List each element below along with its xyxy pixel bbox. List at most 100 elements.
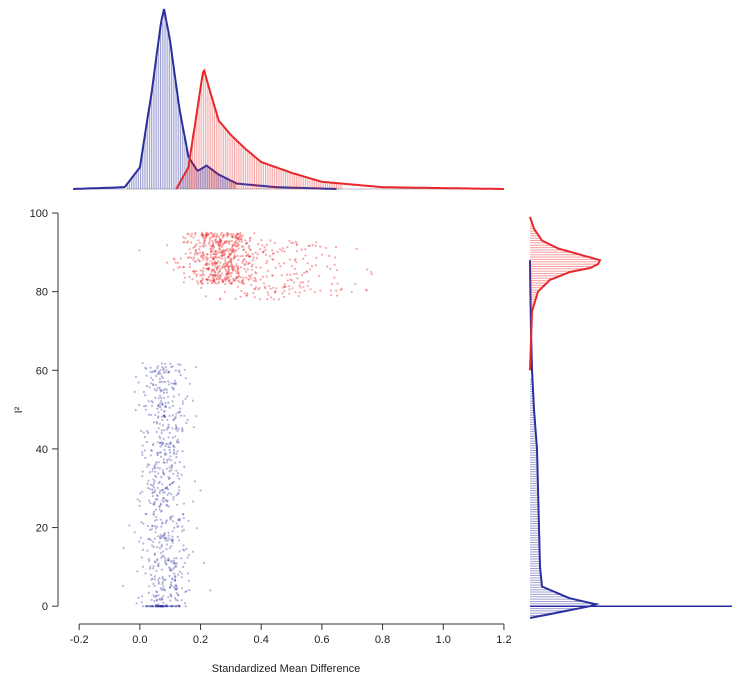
blue-point [156, 367, 159, 370]
red-point [234, 234, 237, 237]
red-point [188, 256, 191, 259]
blue-point [160, 443, 163, 447]
blue-point [154, 489, 157, 492]
blue-point [157, 605, 160, 608]
blue-point [159, 537, 162, 540]
blue-point [170, 539, 173, 542]
red-point [274, 290, 277, 293]
red-point [249, 237, 252, 240]
blue-point [155, 475, 158, 479]
blue-point [160, 605, 163, 608]
blue-point [154, 383, 157, 387]
blue-point [155, 430, 158, 434]
red-point [244, 251, 247, 254]
blue-point [156, 559, 159, 562]
blue-point [171, 464, 174, 467]
right-marginal-density [529, 216, 732, 619]
red-point [198, 245, 201, 248]
red-point [290, 241, 293, 244]
red-point [335, 289, 338, 292]
blue-point [164, 380, 167, 383]
blue-point [157, 372, 160, 375]
blue-point [148, 471, 151, 474]
blue-point [181, 400, 184, 403]
red-point [280, 249, 284, 252]
blue-point [161, 535, 164, 538]
blue-point [178, 477, 181, 480]
red-point [205, 263, 208, 266]
red-point [227, 270, 230, 273]
blue-point [158, 377, 162, 381]
red-point [212, 279, 216, 282]
blue-point [146, 482, 149, 485]
blue-point [170, 595, 173, 598]
blue-point [150, 598, 153, 602]
red-point [235, 272, 239, 275]
red-point [225, 263, 228, 266]
blue-point [166, 426, 169, 429]
blue-point [169, 483, 172, 486]
red-point [241, 279, 244, 282]
red-point [237, 271, 240, 274]
blue-point [172, 561, 175, 564]
blue-point [170, 569, 173, 572]
red-point [228, 265, 231, 268]
blue-point [153, 537, 156, 540]
blue-point [157, 562, 160, 565]
blue-point [151, 470, 154, 473]
red-point [226, 265, 229, 268]
red-point [234, 277, 238, 280]
red-point [200, 233, 203, 236]
red-point [225, 240, 228, 243]
blue-point [164, 537, 168, 540]
blue-point [168, 470, 171, 473]
blue-point [156, 466, 159, 469]
red-point [186, 241, 189, 244]
red-point [214, 238, 218, 241]
red-point [202, 254, 205, 257]
red-point [222, 234, 225, 237]
red-point [233, 256, 236, 259]
blue-point [154, 527, 157, 530]
red-point [214, 240, 217, 243]
red-point [300, 248, 303, 251]
blue-point [171, 404, 174, 408]
red-point [248, 278, 251, 281]
blue-point [153, 560, 156, 563]
red-point [211, 261, 214, 264]
red-point [215, 241, 218, 244]
blue-point [163, 396, 166, 399]
blue-point [177, 573, 180, 576]
blue-point [162, 371, 165, 374]
blue-point [180, 427, 184, 430]
scatter-points [121, 231, 373, 608]
red-point [295, 261, 298, 264]
red-point [289, 273, 292, 276]
blue-point [163, 414, 166, 417]
blue-point [149, 376, 153, 379]
blue-point [158, 435, 161, 438]
red-point [307, 244, 310, 247]
red-point [252, 292, 255, 295]
blue-point [171, 538, 174, 541]
x-tick-label: 1.2 [496, 634, 511, 646]
blue-point [157, 370, 161, 373]
blue-point [167, 436, 170, 439]
red-point [183, 276, 187, 279]
blue-point [167, 445, 170, 448]
blue-point [167, 458, 170, 461]
red-point [233, 265, 236, 268]
blue-point [157, 461, 160, 464]
blue-point [169, 538, 172, 541]
red-point [299, 281, 302, 284]
blue-point [170, 459, 173, 462]
red-point [214, 239, 217, 242]
red-point [224, 240, 227, 243]
red-point [250, 284, 253, 287]
blue-point [156, 452, 159, 455]
red-point [233, 268, 236, 271]
blue-point [176, 429, 179, 432]
blue-point [176, 605, 179, 608]
red-point [219, 242, 222, 245]
blue-point [161, 522, 164, 525]
